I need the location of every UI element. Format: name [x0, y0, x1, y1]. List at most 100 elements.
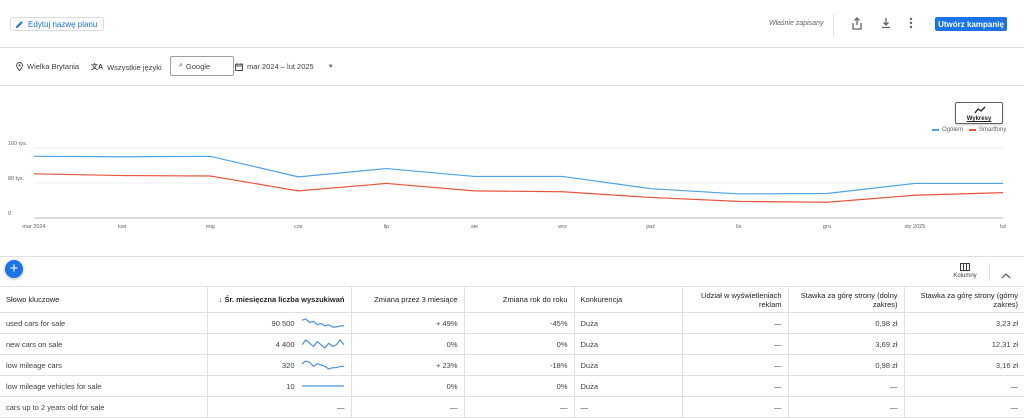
bid-high-cell: —: [904, 396, 1024, 418]
create-campaign-button[interactable]: Utwórz kampanię: [935, 17, 1007, 31]
sort-arrow-down-icon: ↓: [218, 295, 225, 304]
filter-bar: Wielka Brytania 文A Wszystkie języki ⌕ Go…: [0, 48, 1024, 86]
trend-icon: [974, 106, 986, 114]
bid-low-cell: —: [788, 396, 905, 418]
add-keyword-button[interactable]: +: [5, 260, 23, 278]
bid-low-cell: 0,98 zł: [788, 312, 905, 334]
series-line-total[interactable]: [33, 155, 1003, 195]
impression-share-cell: —: [682, 354, 789, 376]
column-header-competition[interactable]: Konkurencja: [574, 286, 683, 313]
edit-plan-name-button[interactable]: Edytuj nazwę planu: [10, 17, 105, 31]
competition-cell: —: [574, 396, 683, 418]
column-header-bid-high[interactable]: Stawka za górę strony (górny zakres): [904, 286, 1024, 313]
sparkline-path: [301, 360, 344, 370]
more-options-icon[interactable]: [904, 16, 918, 30]
search-network-icon: ⌕: [179, 62, 183, 69]
x-tick-label: mar 2024: [22, 224, 45, 230]
table-row[interactable]: cars up to 2 years old for sale — — — — …: [0, 396, 1024, 418]
table-row[interactable]: new cars on sale 4 400 0% 0% Duża — 3,69…: [0, 333, 1024, 355]
location-filter[interactable]: Wielka Brytania: [16, 62, 79, 71]
keyword-table: Słowo kluczowe ↓ Śr. miesięczna liczba w…: [0, 286, 1024, 418]
table-row[interactable]: used cars for sale 90 500 + 49% -45% Duż…: [0, 312, 1024, 334]
pencil-icon: [15, 20, 23, 28]
avg-searches-cell: 90 500: [207, 312, 352, 334]
yoy-change-cell: -18%: [464, 354, 575, 376]
competition-cell: Duża: [574, 312, 683, 334]
table-row[interactable]: low mileage vehicles for sale 10 0% 0% D…: [0, 375, 1024, 397]
impression-share-cell: —: [682, 375, 789, 397]
avg-searches-value: 10: [286, 381, 295, 391]
bid-high-cell: 12,31 zł: [904, 333, 1024, 355]
x-tick-label: sty 2025: [905, 224, 926, 230]
x-tick-label: kwi: [118, 224, 126, 230]
x-tick-label: sie: [471, 224, 478, 230]
chart-type-label: Wykresy: [966, 116, 992, 122]
columns-button[interactable]: Kolumny: [950, 263, 980, 279]
trend-sparkline: [301, 360, 344, 370]
3-month-change-cell: 0%: [351, 375, 465, 397]
line-chart-svg: 0 80 tys. 160 tys. mar 2024 kwi maj cze lip sie w…: [8, 141, 1006, 230]
keyword-cell: low mileage cars: [0, 354, 208, 376]
y-tick-label: 0: [8, 211, 11, 217]
keyword-cell: used cars for sale: [0, 312, 208, 334]
chevron-up-icon[interactable]: [1001, 266, 1011, 284]
date-range-label: mar 2024 – lut 2025: [247, 62, 314, 71]
legend-swatch-total: [932, 129, 939, 131]
3-month-change-cell: + 23%: [351, 354, 465, 376]
translate-icon: 文A: [91, 64, 104, 71]
yoy-change-cell: 0%: [464, 375, 575, 397]
bid-low-cell: 3,69 zł: [788, 333, 905, 355]
column-header-bid-low[interactable]: Stawka za górę strony (dolny zakres): [788, 286, 905, 313]
table-row[interactable]: low mileage cars 320 + 23% -18% Duża — 0…: [0, 354, 1024, 376]
column-header-3-month-change[interactable]: Zmiana przez 3 miesiące: [351, 286, 465, 313]
share-icon[interactable]: [850, 16, 864, 30]
date-range-filter[interactable]: mar 2024 – lut 2025 ▼: [235, 62, 334, 71]
x-tick-label: lis: [736, 224, 741, 230]
competition-cell: Duża: [574, 375, 683, 397]
location-label: Wielka Brytania: [27, 62, 80, 71]
3-month-change-cell: 0%: [351, 333, 465, 355]
competition-cell: Duża: [574, 354, 683, 376]
bid-low-cell: 0,98 zł: [788, 354, 905, 376]
chevron-down-icon: ▼: [327, 63, 334, 70]
search-volume-chart: 0 80 tys. 160 tys. mar 2024 kwi maj cze lip sie w…: [0, 86, 1024, 256]
bid-high-cell: 3,16 zł: [904, 354, 1024, 376]
avg-searches-value: 320: [281, 360, 295, 370]
download-icon[interactable]: [879, 16, 893, 30]
language-label: Wszystkie języki: [107, 62, 162, 72]
table-toolbar: + Kolumny: [0, 256, 1024, 286]
3-month-change-cell: + 49%: [351, 312, 465, 334]
calendar-icon: [235, 62, 243, 71]
bid-low-cell: —: [788, 375, 905, 397]
table-header-row: Słowo kluczowe ↓ Śr. miesięczna liczba w…: [0, 286, 1024, 313]
yoy-change-cell: 0%: [464, 333, 575, 355]
network-filter[interactable]: ⌕ Google: [170, 56, 234, 76]
edit-plan-name-label: Edytuj nazwę planu: [28, 19, 98, 29]
x-tick-label: wrz: [557, 224, 567, 230]
sparkline-path: [301, 318, 344, 328]
avg-searches-value: —: [337, 402, 345, 412]
sparkline-path: [301, 339, 344, 349]
legend-label-total: Ogółem: [942, 127, 964, 133]
chart-type-button[interactable]: Wykresy: [955, 102, 1003, 124]
impression-share-cell: —: [682, 396, 789, 418]
column-header-impression-share[interactable]: Udział w wyświetleniach reklam: [682, 286, 789, 313]
x-tick-label: cze: [294, 224, 303, 230]
series-line-smartphones[interactable]: [33, 173, 1004, 203]
top-toolbar: Edytuj nazwę planu Właśnie zapisany Utwó…: [0, 0, 1024, 48]
3-month-change-cell: —: [351, 396, 465, 418]
avg-searches-value: 90 500: [271, 318, 295, 328]
location-pin-icon: [16, 62, 23, 71]
y-tick-label: 80 tys.: [8, 176, 25, 182]
column-header-avg-searches-label: Śr. miesięczna liczba wyszukiwań: [224, 295, 345, 304]
column-header-yoy-change[interactable]: Zmiana rok do roku: [464, 286, 575, 313]
columns-icon: [960, 263, 970, 271]
legend-label-smartphones: Smartfony: [979, 127, 1007, 133]
keyword-cell: low mileage vehicles for sale: [0, 375, 208, 397]
x-tick-label: paź: [646, 224, 655, 230]
bid-high-cell: —: [904, 375, 1024, 397]
legend-item-total: Ogółem: [932, 127, 963, 133]
language-filter[interactable]: 文A Wszystkie języki: [91, 62, 162, 72]
column-header-keyword[interactable]: Słowo kluczowe: [0, 286, 208, 313]
column-header-avg-searches[interactable]: ↓ Śr. miesięczna liczba wyszukiwań: [207, 286, 352, 313]
